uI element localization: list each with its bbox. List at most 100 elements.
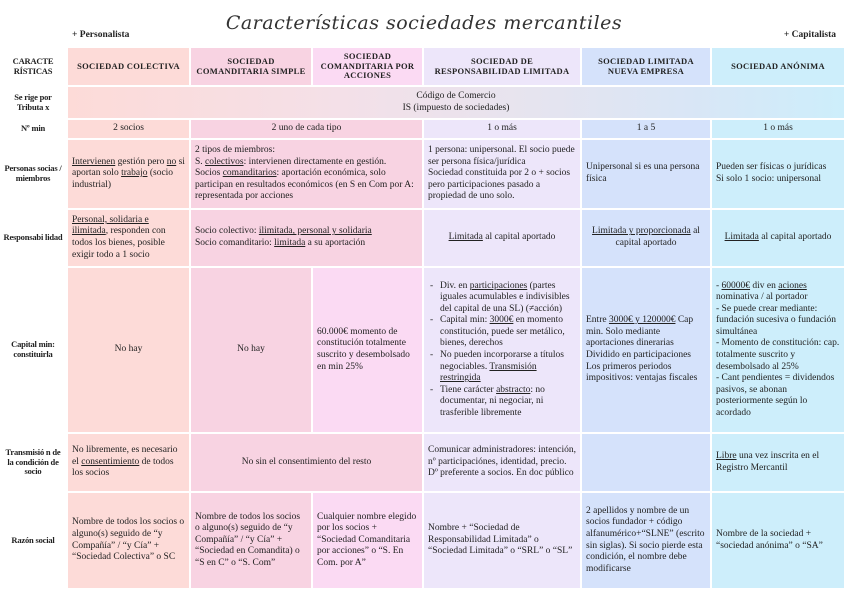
paragraph: 2 uno de cada tipo [272,123,342,135]
paragraph: No libremente, es necesario el consentim… [72,445,185,480]
text: una vez inscrita en el Registro Mercanti… [716,450,820,473]
text: Socio colectivo: [195,226,259,237]
text: SOCIEDAD COMANDITARIA SIMPLE [196,56,306,76]
table-cell: 1 o más [712,120,844,138]
table-cell: No libremente, es necesario el consentim… [68,434,189,491]
table-cell: - 60000€ div en aciones nominativa / al … [712,268,844,432]
table-cell: Cualquier nombre elegido por los socios … [313,493,422,588]
paragraph: Comunicar administradores: intención, nº… [428,445,576,480]
text: nominativa / al portador [716,292,808,303]
text: No libremente, es necesario el [72,445,178,467]
paragraph: 1 persona: unipersonal. El socio puede s… [428,145,576,168]
paragraph: Nombre de todos los socios o alguno(s) s… [72,517,185,563]
paragraph: S. colectivos: intervienen directamente … [195,157,418,169]
text: - Cant pendientes = dividendos pasivos, … [716,373,835,418]
row-label-razon-social: Razón social [11,534,55,545]
table-cell: 2 socios [68,120,189,138]
paragraph: Socio comanditario: limitada a su aporta… [195,238,418,250]
text: de todos los socios [72,456,174,479]
table-cell: Socio colectivo: ilimitada, personal y s… [191,210,422,266]
text: , responden con todos los bienes, posibl… [72,226,166,260]
paragraph: SOCIEDAD COMANDITARIA POR ACCIONES [317,52,418,80]
text: - [716,280,722,291]
paragraph: No hay [237,344,265,356]
paragraph: IS (impuesto de sociedades) [403,103,510,115]
column-header: SOCIEDAD COMANDITARIA POR ACCIONES [313,48,422,85]
paragraph: Cualquier nombre elegido por los socios … [317,512,418,570]
paragraph: No hay [115,344,143,356]
column-header: SOCIEDAD COMANDITARIA SIMPLE [191,48,311,85]
text: Socio comanditario: [195,238,275,248]
text: (partes iguales acumulables e indivisibl… [440,280,570,314]
underlined-text: limitada [274,238,306,248]
text: No pueden incorporarse a títulos negocia… [440,350,564,372]
list-item: No pueden incorporarse a títulos negocia… [430,350,576,385]
text: No sin el consentimiento del resto [241,456,372,467]
text: gestión pero [115,156,167,167]
row-label-n-min: Nº min [20,123,46,134]
paragraph: 1 o más [487,123,517,135]
paragraph: Socio colectivo: ilimitada, personal y s… [195,226,418,238]
paragraph: Socios comanditarios: aportación económi… [195,168,418,203]
list-item: Tiene carácter abstracto: no documentar,… [430,384,576,420]
underlined-text: Transmisión restringida [440,361,537,384]
paragraph: - Se puede crear mediante: fundación suc… [716,304,840,339]
text: Comunicar administradores: intención, nº… [428,445,577,479]
underlined-text: abstracto [496,384,531,395]
paragraph: SOCIEDAD COMANDITARIA SIMPLE [195,56,307,76]
table-cell: Comunicar administradores: intención, nº… [424,434,580,491]
table-cell: 1 o más [424,120,580,138]
underlined-text: aciones [778,280,807,291]
text: Cualquier nombre elegido por los socios … [317,511,417,568]
text: 2 socios [113,123,144,134]
paragraph: Sociedad constituida por 2 o + socios pe… [428,168,576,203]
text: S. [195,156,206,167]
underlined-text: comanditarios [222,168,277,179]
paragraph: Intervienen gestión pero no si aportan s… [72,157,185,192]
table-cell: 1 a 5 [582,120,710,138]
text: 1 o más [487,123,517,134]
paragraph: SOCIEDAD DE RESPONSABILIDAD LIMITADA [428,56,576,76]
underlined-text: Intervienen [72,156,116,167]
paragraph: 2 socios [113,123,144,135]
underlined-text: 3000€ [489,315,514,326]
text: Capital min: [440,315,490,326]
text: Unipersonal si es una persona física [586,162,700,184]
table-cell: No sin el consentimiento del resto [191,434,422,491]
text: Pueden ser físicas o jurídicas [716,162,827,173]
text: : intervienen directamente en gestión. [243,156,387,167]
paragraph: 1 a 5 [637,123,655,135]
text: No hay [237,344,265,355]
column-header: SOCIEDAD DE RESPONSABILIDAD LIMITADA [424,48,580,85]
text: SOCIEDAD DE RESPONSABILIDAD LIMITADA [434,56,570,76]
text: si aportan solo [72,156,185,179]
bullet-list: Div. en participaciones (partes iguales … [428,281,576,420]
underlined-text: Limitada [448,232,483,243]
paragraph: Pueden ser físicas o jurídicas [716,162,840,174]
text: Cap min. Solo mediante aportaciones dine… [586,315,694,360]
underlined-text: 60000€ [721,280,751,291]
paragraph: Personal, solidaria e ilimitada, respond… [72,215,185,261]
text: Div. en [440,280,470,291]
table-cell: No hay [191,268,311,432]
capitalista-label: + Capitalista [783,30,836,40]
text: Nombre de la sociedad + “sociedad anónim… [716,528,823,551]
underlined-text: consentimiento [81,456,140,467]
text: div en [750,280,779,291]
text: : aportación económica, solo participan … [195,168,414,202]
table-cell: Nombre de todos los socios o alguno(s) s… [191,493,311,588]
table-cell: Div. en participaciones (partes iguales … [424,268,580,432]
paragraph: - 60000€ div en aciones nominativa / al … [716,281,840,304]
paragraph: - Momento de constitución: cap. totalmen… [716,338,840,373]
paragraph: 2 apellidos y nombre de un socios fundad… [586,506,706,575]
underlined-text: participaciones [469,280,528,291]
row-label-se-rige-por-tributa-x: Se rige por Tributa x [14,91,52,112]
underlined-text: trabajo [121,168,148,179]
paragraph: Limitada al capital aportado [725,232,832,244]
table-cell: Entre 3000€ y 120000€ Cap min. Solo medi… [582,268,710,432]
paragraph: Nombre de todos los socios o alguno(s) s… [195,512,307,570]
paragraph: No sin el consentimiento del resto [242,457,372,469]
text: - Se puede crear mediante: fundación suc… [716,303,837,337]
paragraph: Entre 3000€ y 120000€ Cap min. Solo medi… [586,315,706,361]
row-label-personas-socias-miembros: Personas socias / miembros [4,163,62,183]
